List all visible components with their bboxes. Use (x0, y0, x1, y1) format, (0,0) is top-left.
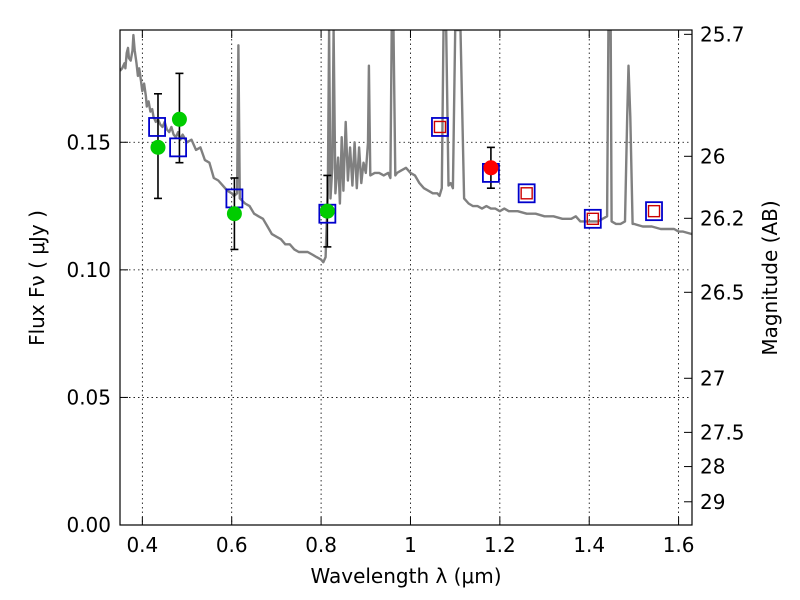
grid (120, 30, 692, 526)
model-photometry-point (583, 208, 602, 229)
y-tick-label: 0.10 (66, 258, 111, 282)
observed-photometry-point (483, 160, 499, 176)
x-axis-title: Wavelength λ (μm) (310, 564, 501, 588)
plot-background (120, 30, 692, 525)
right-tick-label: 26.5 (700, 280, 745, 304)
x-tick-label: 0.4 (126, 533, 158, 557)
right-tick-label: 28 (700, 455, 725, 479)
y-tick-label: 0.00 (66, 513, 111, 537)
x-tick-label: 1.4 (573, 533, 605, 557)
x-tick-label: 0.6 (216, 533, 248, 557)
y-tick-label: 0.15 (66, 130, 111, 154)
right-tick-label: 25.7 (700, 22, 745, 46)
observed-photometry-point (319, 203, 335, 219)
right-tick-label: 27.5 (700, 420, 745, 444)
observed-photometry-point (226, 206, 242, 222)
x-tick-label: 1.6 (663, 533, 695, 557)
x-tick-label: 1.2 (484, 533, 516, 557)
y-tick-label: 0.05 (66, 385, 111, 409)
plot-frame (119, 29, 693, 526)
x-tick-label: 1 (404, 533, 417, 557)
tick-labels: 0.4 0.6 0.8 1 1.2 1.4 1.6 0.00 0.05 0.10 0.15 25.7 2… (66, 22, 744, 557)
x-tick-label: 0.8 (305, 533, 337, 557)
right-tick-label: 26.2 (700, 206, 745, 230)
data-layer (120, 30, 692, 264)
right-tick-label: 26 (700, 144, 725, 168)
model-photometry-point (148, 117, 166, 137)
ticks (120, 30, 692, 526)
observed-photometry-point (647, 204, 661, 218)
model-photometry-point (431, 117, 449, 137)
model-photometry-point (645, 201, 663, 222)
right-axis-title: Magnitude (AB) (758, 200, 782, 355)
right-tick-label: 27 (700, 366, 725, 390)
right-tick-label: 29 (700, 490, 725, 514)
y-axis-title: Flux Fν ( μJy ) (25, 210, 49, 346)
observed-photometry-point (586, 212, 599, 226)
observed-photometry-point (520, 187, 533, 200)
model-photometry-point (517, 183, 536, 204)
observed-photometry-point (150, 139, 166, 155)
observed-photometry-point (171, 111, 187, 127)
model-photometry-point (169, 137, 187, 158)
observed-photometry-point (433, 120, 447, 134)
